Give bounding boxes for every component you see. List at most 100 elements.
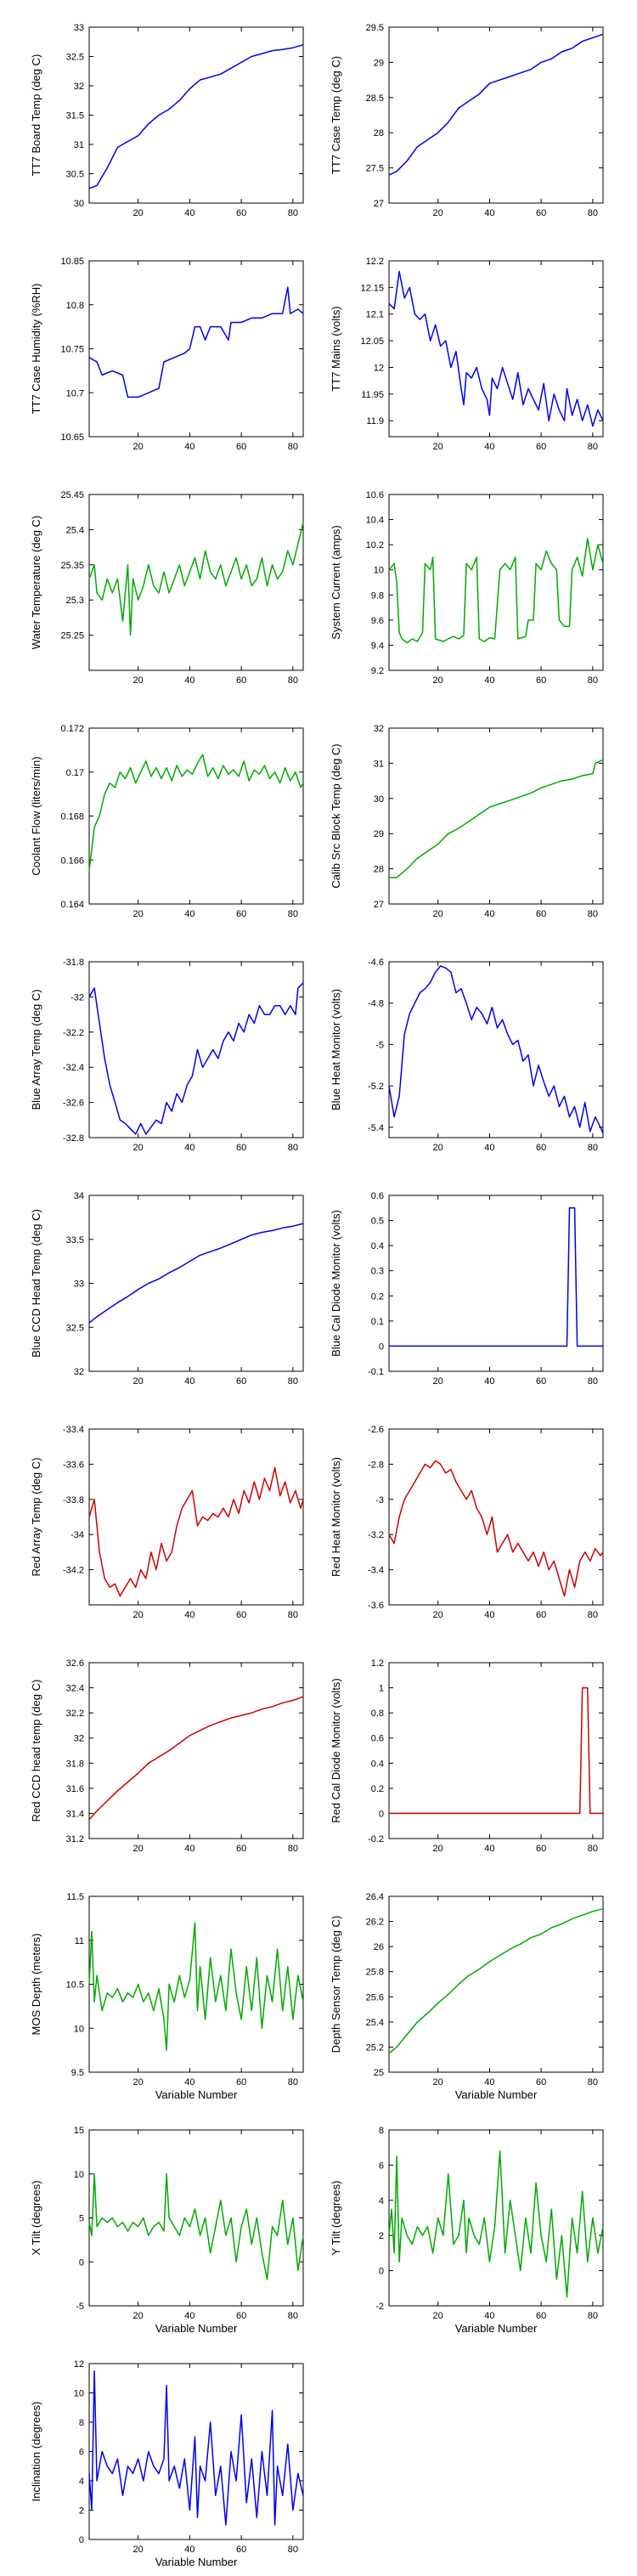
y-axis-label: TT7 Mains (volts) (330, 306, 342, 391)
x-tick-label: 80 (288, 1610, 298, 1620)
y-tick-label: 10.6 (366, 490, 384, 500)
y-tick-label: 29.5 (366, 23, 384, 33)
x-tick-label: 40 (184, 1143, 194, 1153)
y-tick-label: 1.2 (371, 1658, 384, 1669)
chart-svg: -34.2 -34 -33.8 -33.6 -33.4 20 40 60 80 Red Array… (30, 1425, 304, 1620)
y-tick-label: 32 (74, 82, 84, 92)
y-tick-label: 34 (74, 1191, 84, 1201)
y-tick-label: 12.2 (366, 257, 384, 267)
y-tick-label: 11 (75, 1936, 84, 1946)
y-axis-label: System Current (amps) (330, 525, 342, 639)
x-tick-label: 40 (184, 1376, 194, 1387)
y-tick-label: 0.6 (371, 1191, 384, 1201)
y-tick-label: 9.2 (371, 666, 384, 676)
y-tick-label: 33 (74, 1280, 84, 1290)
series-line-1 (88, 2173, 304, 2280)
y-tick-label: -3 (375, 1495, 384, 1505)
x-tick-label: 60 (236, 1143, 246, 1153)
chart-panel-11: 32 32.5 33 33.5 34 20 40 60 80 Blue CCD Head Temp… (0, 1185, 312, 1408)
plot-area (88, 2363, 304, 2540)
series-line-1 (388, 33, 604, 176)
y-tick-label: -33.6 (63, 1460, 84, 1470)
series-line-1 (388, 1908, 604, 2054)
y-tick-label: 9.4 (371, 641, 384, 651)
y-tick-label: 0.17 (66, 768, 84, 778)
y-tick-label: 25.3 (66, 596, 84, 606)
x-tick-label: 20 (133, 2311, 144, 2321)
chart-svg: 0 2 4 6 8 10 12 20 40 60 80 Inclination (degrees) Va… (30, 2359, 304, 2568)
x-tick-label: 20 (133, 1844, 144, 1854)
plot-area (388, 1428, 604, 1606)
y-tick-label: 0 (379, 1342, 384, 1352)
y-tick-label: 10.8 (66, 301, 84, 311)
x-tick-label: 20 (433, 1143, 443, 1153)
x-tick-label: 80 (288, 1143, 298, 1153)
x-tick-label: 20 (133, 1143, 144, 1153)
y-axis-label: Depth Sensor Temp (deg C) (330, 1916, 342, 2053)
x-tick-label: 80 (588, 2077, 598, 2087)
chart-svg: -0.1 0 0.1 0.2 0.3 0.4 0.5 0.6 20 40 60 80 Blue Cal … (330, 1191, 604, 1387)
chart-svg: -32.8 -32.6 -32.4 -32.2 -32 -31.8 20 40 60 80 Blue… (30, 958, 304, 1153)
y-tick-label: 10.2 (366, 540, 384, 551)
x-tick-label: 20 (433, 1610, 443, 1620)
chart-svg: 11.9 11.95 12 12.05 12.1 12.15 12.2 20 40 60 80 TT7… (330, 257, 604, 452)
x-tick-label: 80 (288, 2545, 298, 2555)
y-tick-label: 0.2 (371, 1784, 384, 1794)
y-tick-label: 30 (74, 199, 84, 209)
y-tick-label: 10.5 (66, 1980, 84, 1991)
x-tick-label: 80 (588, 1143, 598, 1153)
chart-panel-18: 25 25.2 25.4 25.6 25.8 26 26.2 26.4 20 40 60 80 Dept… (300, 1886, 612, 2109)
plot-area (88, 26, 304, 204)
y-tick-label: 10 (374, 566, 384, 576)
y-axis-label: TT7 Board Temp (deg C) (30, 54, 42, 177)
y-tick-label: 33 (74, 23, 84, 33)
y-tick-label: 0.172 (60, 724, 84, 734)
x-tick-label: 80 (588, 442, 598, 452)
y-tick-label: 10.65 (60, 432, 84, 443)
y-axis-label: Blue Cal Diode Monitor (volts) (330, 1210, 342, 1357)
plot-area (388, 2129, 604, 2307)
y-tick-label: 6 (379, 2161, 384, 2171)
chart-svg: 32 32.5 33 33.5 34 20 40 60 80 Blue CCD Head Temp… (30, 1191, 304, 1387)
x-axis-label: Variable Number (155, 2322, 238, 2335)
y-axis-label: X Tilt (degrees) (30, 2180, 42, 2255)
x-tick-label: 60 (236, 1844, 246, 1854)
y-tick-label: 25.4 (366, 2018, 384, 2028)
chart-svg: -2 0 2 4 6 8 20 40 60 80 Y Tilt (degrees) Variable … (330, 2126, 604, 2335)
y-tick-label: 11.5 (66, 1892, 84, 1902)
y-tick-label: 31 (374, 759, 384, 769)
plot-area (88, 494, 304, 671)
y-tick-label: 25 (374, 2068, 384, 2078)
x-tick-label: 80 (288, 442, 298, 452)
y-tick-label: -3.4 (368, 1566, 384, 1576)
y-axis-label: TT7 Case Temp (deg C) (330, 56, 342, 174)
series-line-1 (388, 270, 604, 427)
chart-svg: 0.164 0.166 0.168 0.17 0.172 20 40 60 80 Coolant … (30, 724, 304, 919)
y-tick-label: 26.2 (366, 1918, 384, 1928)
y-tick-label: -32.4 (63, 1063, 84, 1073)
y-tick-label: 10 (74, 2024, 84, 2034)
chart-panel-15: 31.2 31.4 31.6 31.8 32 32.2 32.4 32.6 20 40 60 80 Re… (0, 1652, 312, 1875)
y-tick-label: 30.5 (66, 170, 84, 180)
y-tick-label: 27.5 (366, 164, 384, 174)
x-tick-label: 80 (288, 208, 298, 218)
y-tick-label: 0.3 (371, 1267, 384, 1277)
series-line-1 (388, 1460, 604, 1597)
x-tick-label: 20 (433, 1376, 443, 1387)
x-tick-label: 80 (288, 675, 298, 686)
y-tick-label: 12 (74, 2359, 84, 2370)
y-tick-label: -4.6 (368, 958, 384, 968)
y-tick-label: -32.6 (63, 1099, 84, 1109)
chart-panel-12: -0.1 0 0.1 0.2 0.3 0.4 0.5 0.6 20 40 60 80 Blue Cal … (300, 1185, 612, 1408)
series-line-1 (88, 1922, 304, 2051)
chart-panel-4: 11.9 11.95 12 12.05 12.1 12.15 12.2 20 40 60 80 TT7… (300, 251, 612, 473)
x-tick-label: 40 (184, 1844, 194, 1854)
y-tick-label: 9.8 (371, 590, 384, 601)
chart-svg: 27 27.5 28 28.5 29 29.5 20 40 60 80 TT7 Case Temp … (330, 23, 604, 218)
x-tick-label: 40 (184, 2311, 194, 2321)
x-tick-label: 20 (133, 1610, 144, 1620)
y-axis-label: Water Temperature (deg C) (30, 516, 42, 650)
y-tick-label: 0.164 (60, 900, 84, 910)
y-tick-label: 0.2 (371, 1291, 384, 1302)
y-axis-label: TT7 Case Humidity (%RH) (30, 284, 42, 415)
